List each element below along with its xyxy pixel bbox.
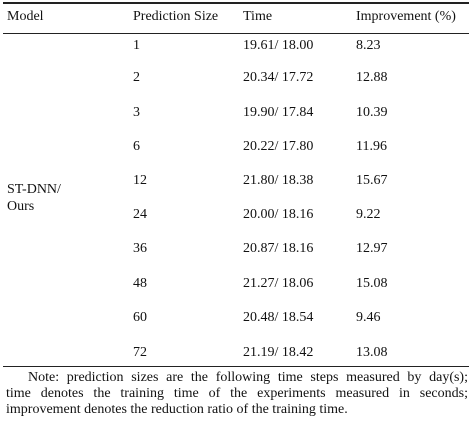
improvement-cell: 10.39 xyxy=(356,105,388,120)
table-row: 12 21.80/ 18.38 15.67 xyxy=(0,173,474,205)
table-row: 72 21.19/ 18.42 13.08 xyxy=(0,345,474,377)
header-improvement: Improvement (%) xyxy=(356,9,456,24)
prediction-size-cell: 60 xyxy=(133,310,147,325)
time-cell: 21.80/ 18.38 xyxy=(243,173,314,188)
time-cell: 19.90/ 17.84 xyxy=(243,105,314,120)
time-cell: 20.87/ 18.16 xyxy=(243,241,314,256)
improvement-cell: 12.97 xyxy=(356,241,388,256)
table-row: 1 19.61/ 18.00 8.23 xyxy=(0,38,474,70)
improvement-cell: 9.22 xyxy=(356,207,381,222)
prediction-size-cell: 1 xyxy=(133,38,140,53)
table-row: 24 20.00/ 18.16 9.22 xyxy=(0,207,474,239)
improvement-cell: 11.96 xyxy=(356,139,387,154)
time-cell: 21.19/ 18.42 xyxy=(243,345,314,360)
improvement-cell: 15.08 xyxy=(356,276,388,291)
time-cell: 20.22/ 17.80 xyxy=(243,139,314,154)
model-name: ST-DNN/ Ours xyxy=(7,182,61,214)
note-line: time denotes the training time of the ex… xyxy=(6,386,468,401)
prediction-size-cell: 48 xyxy=(133,276,147,291)
improvement-cell: 9.46 xyxy=(356,310,381,325)
table-row: 36 20.87/ 18.16 12.97 xyxy=(0,241,474,273)
header-model: Model xyxy=(7,9,44,24)
time-cell: 20.34/ 17.72 xyxy=(243,70,314,85)
note-line: improvement denotes the reduction ratio … xyxy=(6,402,348,417)
prediction-size-cell: 12 xyxy=(133,173,147,188)
time-cell: 21.27/ 18.06 xyxy=(243,276,314,291)
table-note: Note: prediction sizes are the following… xyxy=(6,370,468,418)
time-cell: 20.00/ 18.16 xyxy=(243,207,314,222)
header-time: Time xyxy=(243,9,273,24)
table-row: 6 20.22/ 17.80 11.96 xyxy=(0,139,474,171)
prediction-size-cell: 2 xyxy=(133,70,140,85)
prediction-size-cell: 3 xyxy=(133,105,140,120)
prediction-size-cell: 24 xyxy=(133,207,147,222)
table-row: 2 20.34/ 17.72 12.88 xyxy=(0,70,474,102)
table-header-rule xyxy=(3,33,469,34)
time-cell: 19.61/ 18.00 xyxy=(243,38,314,53)
improvement-cell: 13.08 xyxy=(356,345,388,360)
prediction-size-cell: 36 xyxy=(133,241,147,256)
prediction-size-cell: 6 xyxy=(133,139,140,154)
header-prediction-size: Prediction Size xyxy=(133,9,219,24)
time-cell: 20.48/ 18.54 xyxy=(243,310,314,325)
prediction-size-cell: 72 xyxy=(133,345,147,360)
table-row: 3 19.90/ 17.84 10.39 xyxy=(0,105,474,137)
table-row: 60 20.48/ 18.54 9.46 xyxy=(0,310,474,342)
improvement-cell: 12.88 xyxy=(356,70,388,85)
improvement-cell: 15.67 xyxy=(356,173,388,188)
table-top-rule xyxy=(3,2,469,4)
improvement-cell: 8.23 xyxy=(356,38,381,53)
table-row: 48 21.27/ 18.06 15.08 xyxy=(0,276,474,308)
note-line: Note: prediction sizes are the following… xyxy=(28,370,468,385)
table-bottom-rule xyxy=(3,366,469,367)
